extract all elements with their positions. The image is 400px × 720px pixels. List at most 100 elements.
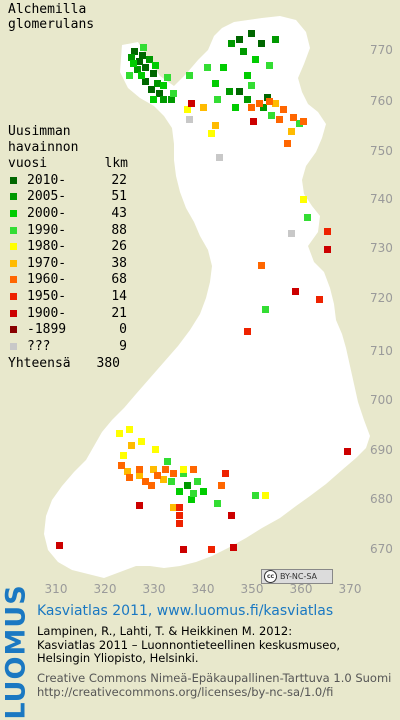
distribution-map: 310 320 330 340 350 360 370 770 760 750 …: [44, 16, 393, 596]
record-square: [220, 64, 227, 71]
legend-heading-line: Uusimman: [8, 124, 71, 139]
record-square: [160, 82, 167, 89]
record-square: [244, 72, 251, 79]
legend-count: 51: [111, 189, 127, 205]
record-square: [208, 130, 215, 137]
legend-label: 1960-: [27, 272, 67, 288]
record-square: [288, 230, 295, 237]
license-line: Creative Commons Nimeä-Epäkaupallinen-Ta…: [37, 671, 392, 685]
record-square: [262, 492, 269, 499]
y-tick: 770: [370, 43, 393, 57]
record-square: [250, 118, 257, 125]
record-square: [142, 78, 149, 85]
record-square: [276, 116, 283, 123]
record-square: [262, 306, 269, 313]
legend-swatch: [10, 276, 17, 284]
cc-license-badge[interactable]: cc BY-NC-SA: [261, 569, 333, 584]
legend-total-count: 380: [96, 355, 120, 371]
record-square: [176, 504, 183, 511]
record-square: [218, 482, 225, 489]
legend-label: -1899: [27, 322, 67, 338]
species-name: Alchemilla glomerulans: [8, 2, 94, 32]
legend-total-label: Yhteensä: [8, 355, 71, 371]
record-square: [248, 104, 255, 111]
record-square: [258, 262, 265, 269]
record-square: [156, 90, 163, 97]
legend-item: 1970- 38: [8, 255, 128, 272]
record-square: [186, 72, 193, 79]
legend-count: 9: [119, 338, 127, 354]
legend-item: 1960- 68: [8, 272, 128, 289]
y-tick: 700: [370, 393, 393, 407]
x-tick: 310: [45, 582, 68, 596]
y-tick: 670: [370, 542, 393, 556]
species-epithet: glomerulans: [8, 17, 95, 32]
record-square: [214, 500, 221, 507]
record-square: [230, 544, 237, 551]
legend-heading-line: havainnon: [8, 140, 79, 155]
legend-item: ??? 9: [8, 338, 128, 355]
y-tick: 690: [370, 443, 393, 457]
cc-icon: cc: [264, 570, 277, 583]
record-square: [324, 246, 331, 253]
record-square: [160, 476, 167, 483]
citation: Lampinen, R., Lahti, T. & Heikkinen M. 2…: [37, 624, 340, 666]
record-square: [244, 96, 251, 103]
record-square: [264, 94, 271, 101]
license-url[interactable]: http://creativecommons.org/licenses/by-n…: [37, 684, 334, 699]
record-square: [116, 430, 123, 437]
y-tick: 740: [370, 192, 393, 206]
record-square: [120, 452, 127, 459]
record-square: [226, 88, 233, 95]
legend-label: 1980-: [27, 239, 67, 255]
license-text: Creative Commons Nimeä-Epäkaupallinen-Ta…: [37, 671, 392, 699]
record-square: [290, 114, 297, 121]
y-tick: 730: [370, 241, 393, 255]
record-square: [138, 438, 145, 445]
record-square: [184, 482, 191, 489]
record-square: [296, 120, 303, 127]
record-square: [316, 296, 323, 303]
record-square: [164, 74, 171, 81]
legend-count: 21: [111, 305, 127, 321]
record-square: [266, 62, 273, 69]
record-square: [56, 542, 63, 549]
record-square: [168, 96, 175, 103]
record-square: [126, 474, 133, 481]
record-square: [124, 468, 131, 475]
legend-label: 1950-: [27, 288, 67, 304]
record-square: [222, 470, 229, 477]
record-square: [214, 96, 221, 103]
legend-label: 2000-: [27, 205, 67, 221]
record-square: [136, 58, 143, 65]
record-square: [150, 96, 157, 103]
x-tick: 330: [143, 582, 166, 596]
x-tick: 370: [339, 582, 362, 596]
record-square: [130, 60, 137, 67]
record-square: [244, 328, 251, 335]
legend-label: 2010-: [27, 172, 67, 188]
y-tick: 720: [370, 291, 393, 305]
record-square: [272, 100, 279, 107]
x-tick: 320: [94, 582, 117, 596]
legend-swatch: [10, 243, 17, 251]
record-square: [180, 546, 187, 553]
y-tick: 760: [370, 94, 393, 108]
legend-count: 88: [111, 222, 127, 238]
record-square: [212, 122, 219, 129]
record-square: [248, 30, 255, 37]
legend-count: 38: [111, 255, 127, 271]
record-square: [260, 104, 267, 111]
record-square: [176, 520, 183, 527]
citation-line: Lampinen, R., Lahti, T. & Heikkinen M. 2…: [37, 624, 293, 638]
record-square: [164, 458, 171, 465]
legend-label: 1990-: [27, 222, 67, 238]
record-square: [142, 64, 149, 71]
legend-year-header: vuosi: [8, 156, 48, 171]
legend-count: 26: [111, 239, 127, 255]
record-square: [139, 52, 146, 59]
atlas-site-link[interactable]: Kasviatlas 2011, www.luomus.fi/kasviatla…: [37, 603, 334, 619]
record-square: [204, 64, 211, 71]
legend-column-headers: vuosi lkm: [8, 156, 128, 172]
y-tick: 710: [370, 344, 393, 358]
